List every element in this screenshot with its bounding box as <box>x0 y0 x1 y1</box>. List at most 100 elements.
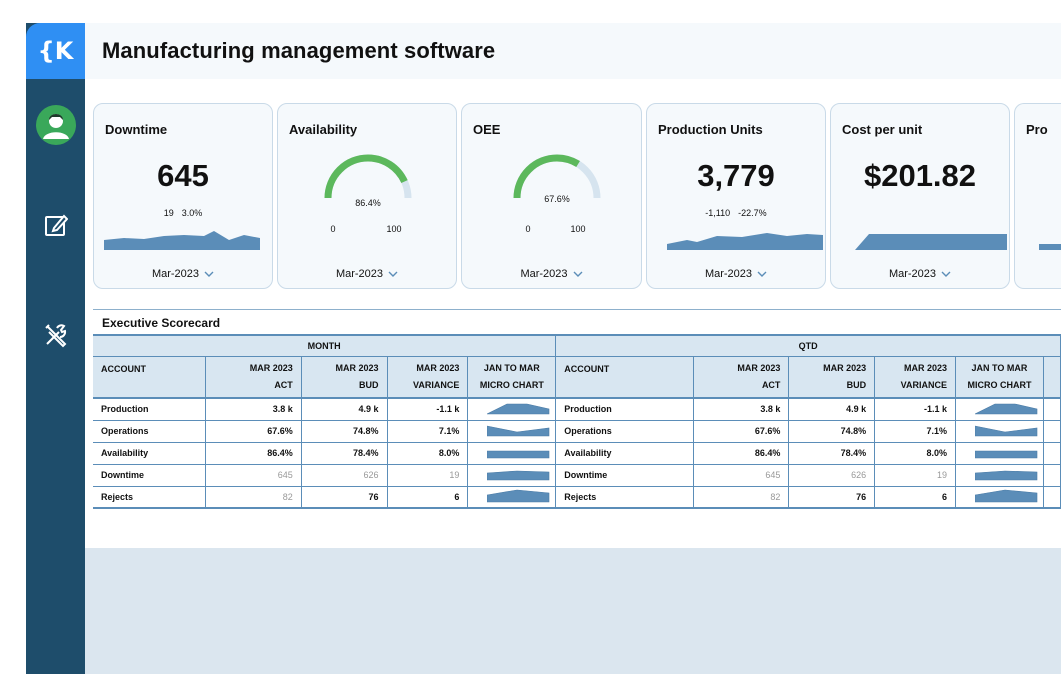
table-row[interactable]: Operations 67.6% 74.8% 7.1% Operations 67.6% 7… <box>93 420 1061 443</box>
cell-overflow <box>1043 420 1061 443</box>
executive-scorecard-table: MONTH QTD ACCOUNT MAR 2023 ACT MAR 2023 BU… <box>93 334 1061 509</box>
cell-act: 3.8 k <box>693 398 790 421</box>
kpi-card-partial[interactable]: Pro <box>1014 103 1061 289</box>
group-month: MONTH <box>93 334 557 357</box>
cell-variance: 8.0% <box>874 442 957 465</box>
sparkline-chart <box>104 231 260 250</box>
kpi-value: 3,779 <box>697 158 775 193</box>
kpi-card-cost-per-unit[interactable]: Cost per unit $201.82 Mar-2023 <box>830 103 1010 289</box>
gauge-min: 0 <box>330 224 336 234</box>
gauge-max: 100 <box>386 224 402 234</box>
sidebar: {K <box>26 23 85 674</box>
cell-bud: 74.8% <box>788 420 876 443</box>
col-act: MAR 2023 ACT <box>693 356 790 399</box>
col-account: ACCOUNT <box>555 356 694 399</box>
cell-overflow <box>1043 442 1061 465</box>
kpi-card-availability[interactable]: Availability 86.4% 0 100 Mar-2023 <box>277 103 457 289</box>
cell-bud: 4.9 k <box>788 398 876 421</box>
col-variance: MAR 2023 VARIANCE <box>387 356 469 399</box>
cell-variance: 6 <box>387 486 469 509</box>
period-selector[interactable]: Mar-2023 <box>647 268 825 280</box>
cell-bud: 76 <box>788 486 876 509</box>
kpi-value: $201.82 <box>863 158 977 193</box>
gauge-chart <box>513 154 601 199</box>
app-logo[interactable]: {K <box>26 23 85 79</box>
edit-icon[interactable] <box>26 213 85 237</box>
kpi-title: Pro <box>1026 122 1048 137</box>
cell-account: Availability <box>555 442 694 465</box>
kpi-title: Downtime <box>105 122 168 137</box>
sparkline-chart <box>667 233 823 250</box>
gauge-max: 100 <box>570 224 586 234</box>
period-selector[interactable]: Mar-2023 <box>278 268 456 280</box>
period-selector[interactable]: Mar-2023 <box>462 268 641 280</box>
kpi-delta: -1,110 -22.7% <box>647 208 825 218</box>
page-title: Manufacturing management software <box>102 38 496 63</box>
period-label: Mar-2023 <box>704 268 753 280</box>
period-label: Mar-2023 <box>151 268 200 280</box>
micro-chart <box>467 486 557 509</box>
period-label: Mar-2023 <box>520 268 568 280</box>
cell-bud: 626 <box>788 464 876 487</box>
cell-bud: 78.4% <box>788 442 876 465</box>
cell-account: Downtime <box>93 464 207 487</box>
col-bud: MAR 2023 BUD <box>788 356 876 399</box>
avatar[interactable] <box>26 104 85 146</box>
cell-bud: 78.4% <box>301 442 388 465</box>
col-account: ACCOUNT <box>93 356 207 399</box>
chevron-down-icon <box>941 271 951 277</box>
tools-icon[interactable] <box>26 322 85 348</box>
dashboard-content: Downtime 645 19 3.0% Mar-2023 Availabilit… <box>85 79 1061 548</box>
micro-chart <box>955 464 1044 487</box>
cell-bud: 76 <box>301 486 388 509</box>
cell-overflow <box>1043 486 1061 509</box>
period-selector[interactable]: Mar-2023 <box>94 268 272 280</box>
table-row[interactable]: Availability 86.4% 78.4% 8.0% Availability 86… <box>93 442 1061 465</box>
cell-overflow <box>1043 398 1061 421</box>
group-qtd: QTD <box>555 334 1061 357</box>
table-row[interactable]: Production 3.8 k 4.9 k -1.1 k Production 3.8 … <box>93 398 1061 421</box>
kpi-card-production-units[interactable]: Production Units 3,779 -1,110 -22.7% Mar-… <box>646 103 826 289</box>
scorecard-divider <box>93 309 1061 310</box>
micro-chart <box>955 420 1044 443</box>
table-row[interactable]: Downtime 645 626 19 Downtime 645 626 19 <box>93 464 1061 487</box>
cell-variance: -1.1 k <box>874 398 957 421</box>
kpi-value: 645 <box>157 158 209 193</box>
cell-variance: 8.0% <box>387 442 469 465</box>
kpi-delta-value: 19 <box>163 208 174 218</box>
kpi-card-downtime[interactable]: Downtime 645 19 3.0% Mar-2023 <box>93 103 273 289</box>
col-bud: MAR 2023 BUD <box>301 356 388 399</box>
logo-text: {K <box>37 37 74 65</box>
gauge-value: 67.6% <box>544 194 570 204</box>
gauge-value: 86.4% <box>355 198 381 208</box>
kpi-delta-value: -1,110 <box>705 208 731 218</box>
kpi-title: OEE <box>473 122 501 137</box>
cell-variance: 6 <box>874 486 957 509</box>
period-label: Mar-2023 <box>335 268 384 280</box>
cell-account: Operations <box>93 420 207 443</box>
chevron-down-icon <box>388 271 398 277</box>
cell-bud: 74.8% <box>301 420 388 443</box>
cell-act: 82 <box>693 486 790 509</box>
cell-account: Rejects <box>93 486 207 509</box>
cell-account: Production <box>93 398 207 421</box>
kpi-card-oee[interactable]: OEE 67.6% 0 100 Mar-2023 <box>461 103 642 289</box>
chevron-down-icon <box>573 271 583 277</box>
cell-bud: 626 <box>301 464 388 487</box>
col-variance: MAR 2023 VARIANCE <box>874 356 957 399</box>
cell-variance: 7.1% <box>387 420 469 443</box>
kpi-delta: 19 3.0% <box>94 208 272 218</box>
cell-account: Operations <box>555 420 694 443</box>
cell-account: Availability <box>93 442 207 465</box>
header: Manufacturing management software <box>85 23 1061 79</box>
col-overflow <box>1043 356 1061 399</box>
cell-account: Rejects <box>555 486 694 509</box>
cell-bud: 4.9 k <box>301 398 388 421</box>
cell-act: 67.6% <box>693 420 790 443</box>
micro-chart <box>467 464 557 487</box>
cell-account: Downtime <box>555 464 694 487</box>
cell-act: 86.4% <box>693 442 790 465</box>
col-micro-chart: JAN TO MAR MICRO CHART <box>467 356 557 399</box>
table-row[interactable]: Rejects 82 76 6 Rejects 82 76 6 <box>93 486 1061 509</box>
period-selector[interactable]: Mar-2023 <box>831 268 1009 280</box>
